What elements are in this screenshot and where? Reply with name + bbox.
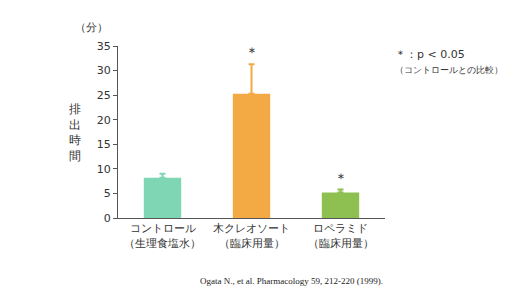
svg-text:5: 5 [104,187,111,200]
svg-text:ロペラミド（臨床用量）: ロペラミド（臨床用量） [308,222,374,249]
svg-text:排出時間: 排出時間 [69,102,81,163]
svg-text:（分）: （分） [75,21,108,34]
svg-text:＊: ＊ [334,170,348,186]
svg-text:15: 15 [97,138,111,151]
svg-text:Ogata N., et al. Pharmacology: Ogata N., et al. Pharmacology 59, 212-22… [200,276,383,286]
svg-text:（コントロールとの比較）: （コントロールとの比較） [395,65,503,75]
svg-text:35: 35 [97,40,111,53]
svg-text:10: 10 [97,163,111,176]
svg-text:コントロール（生理食塩水）: コントロール（生理食塩水） [124,222,201,249]
svg-text:木クレオソート（臨床用量）: 木クレオソート（臨床用量） [213,222,290,249]
svg-text:30: 30 [97,64,111,77]
svg-text:0: 0 [104,212,111,225]
svg-text:20: 20 [97,114,111,127]
svg-text:＊：p < 0.05: ＊：p < 0.05 [395,48,465,61]
svg-text:＊: ＊ [245,44,259,60]
svg-text:25: 25 [97,89,111,102]
